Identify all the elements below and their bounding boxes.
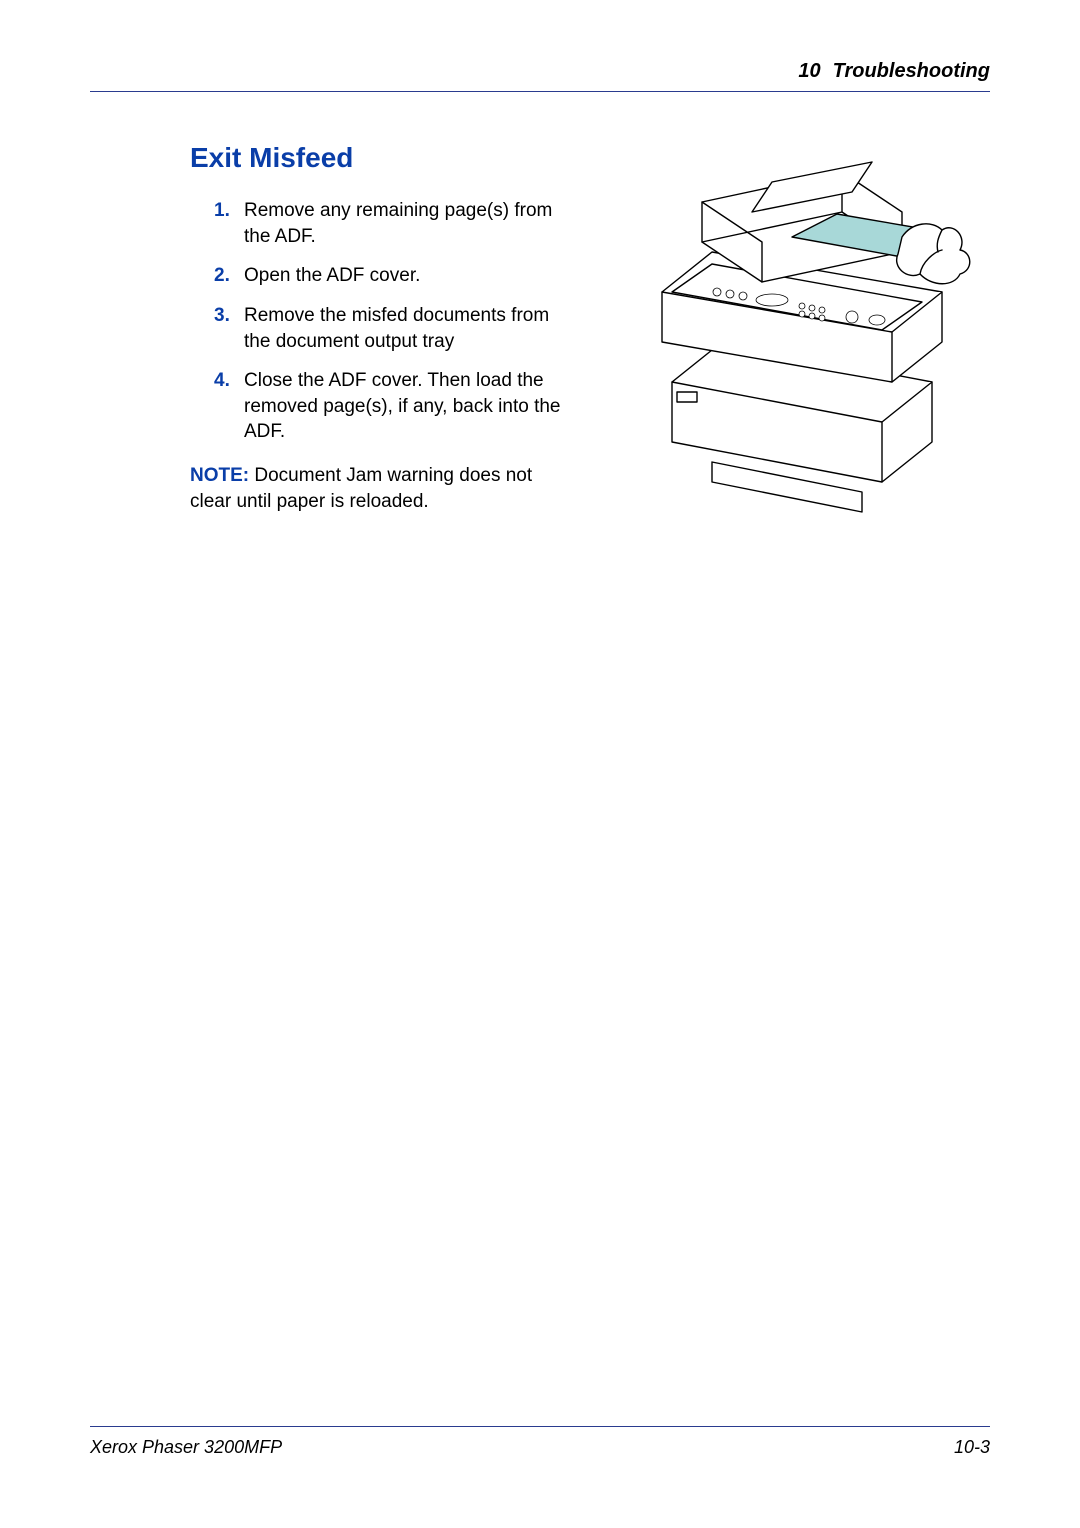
text-column: Exit Misfeed Remove any remaining page(s… [190, 142, 570, 522]
step-list: Remove any remaining page(s) from the AD… [214, 198, 570, 445]
step-item: Close the ADF cover. Then load the remov… [214, 368, 570, 445]
step-item: Remove the misfed documents from the doc… [214, 303, 570, 354]
page-header: 10 Troubleshooting [90, 60, 990, 92]
note-paragraph: NOTE: Document Jam warning does not clea… [190, 463, 570, 514]
section-title: Exit Misfeed [190, 142, 570, 174]
printer-icon [602, 142, 982, 522]
footer-page-number: 10-3 [954, 1437, 990, 1458]
footer-product: Xerox Phaser 3200MFP [90, 1437, 282, 1458]
note-label: NOTE: [190, 465, 249, 486]
manual-page: 10 Troubleshooting Exit Misfeed Remove a… [0, 0, 1080, 1528]
step-item: Remove any remaining page(s) from the AD… [214, 198, 570, 249]
printer-illustration [594, 142, 990, 522]
chapter-number: 10 [798, 60, 820, 83]
page-footer: Xerox Phaser 3200MFP 10-3 [90, 1426, 990, 1458]
page-content: Exit Misfeed Remove any remaining page(s… [90, 92, 990, 522]
chapter-title: Troubleshooting [833, 60, 990, 83]
step-item: Open the ADF cover. [214, 263, 570, 289]
